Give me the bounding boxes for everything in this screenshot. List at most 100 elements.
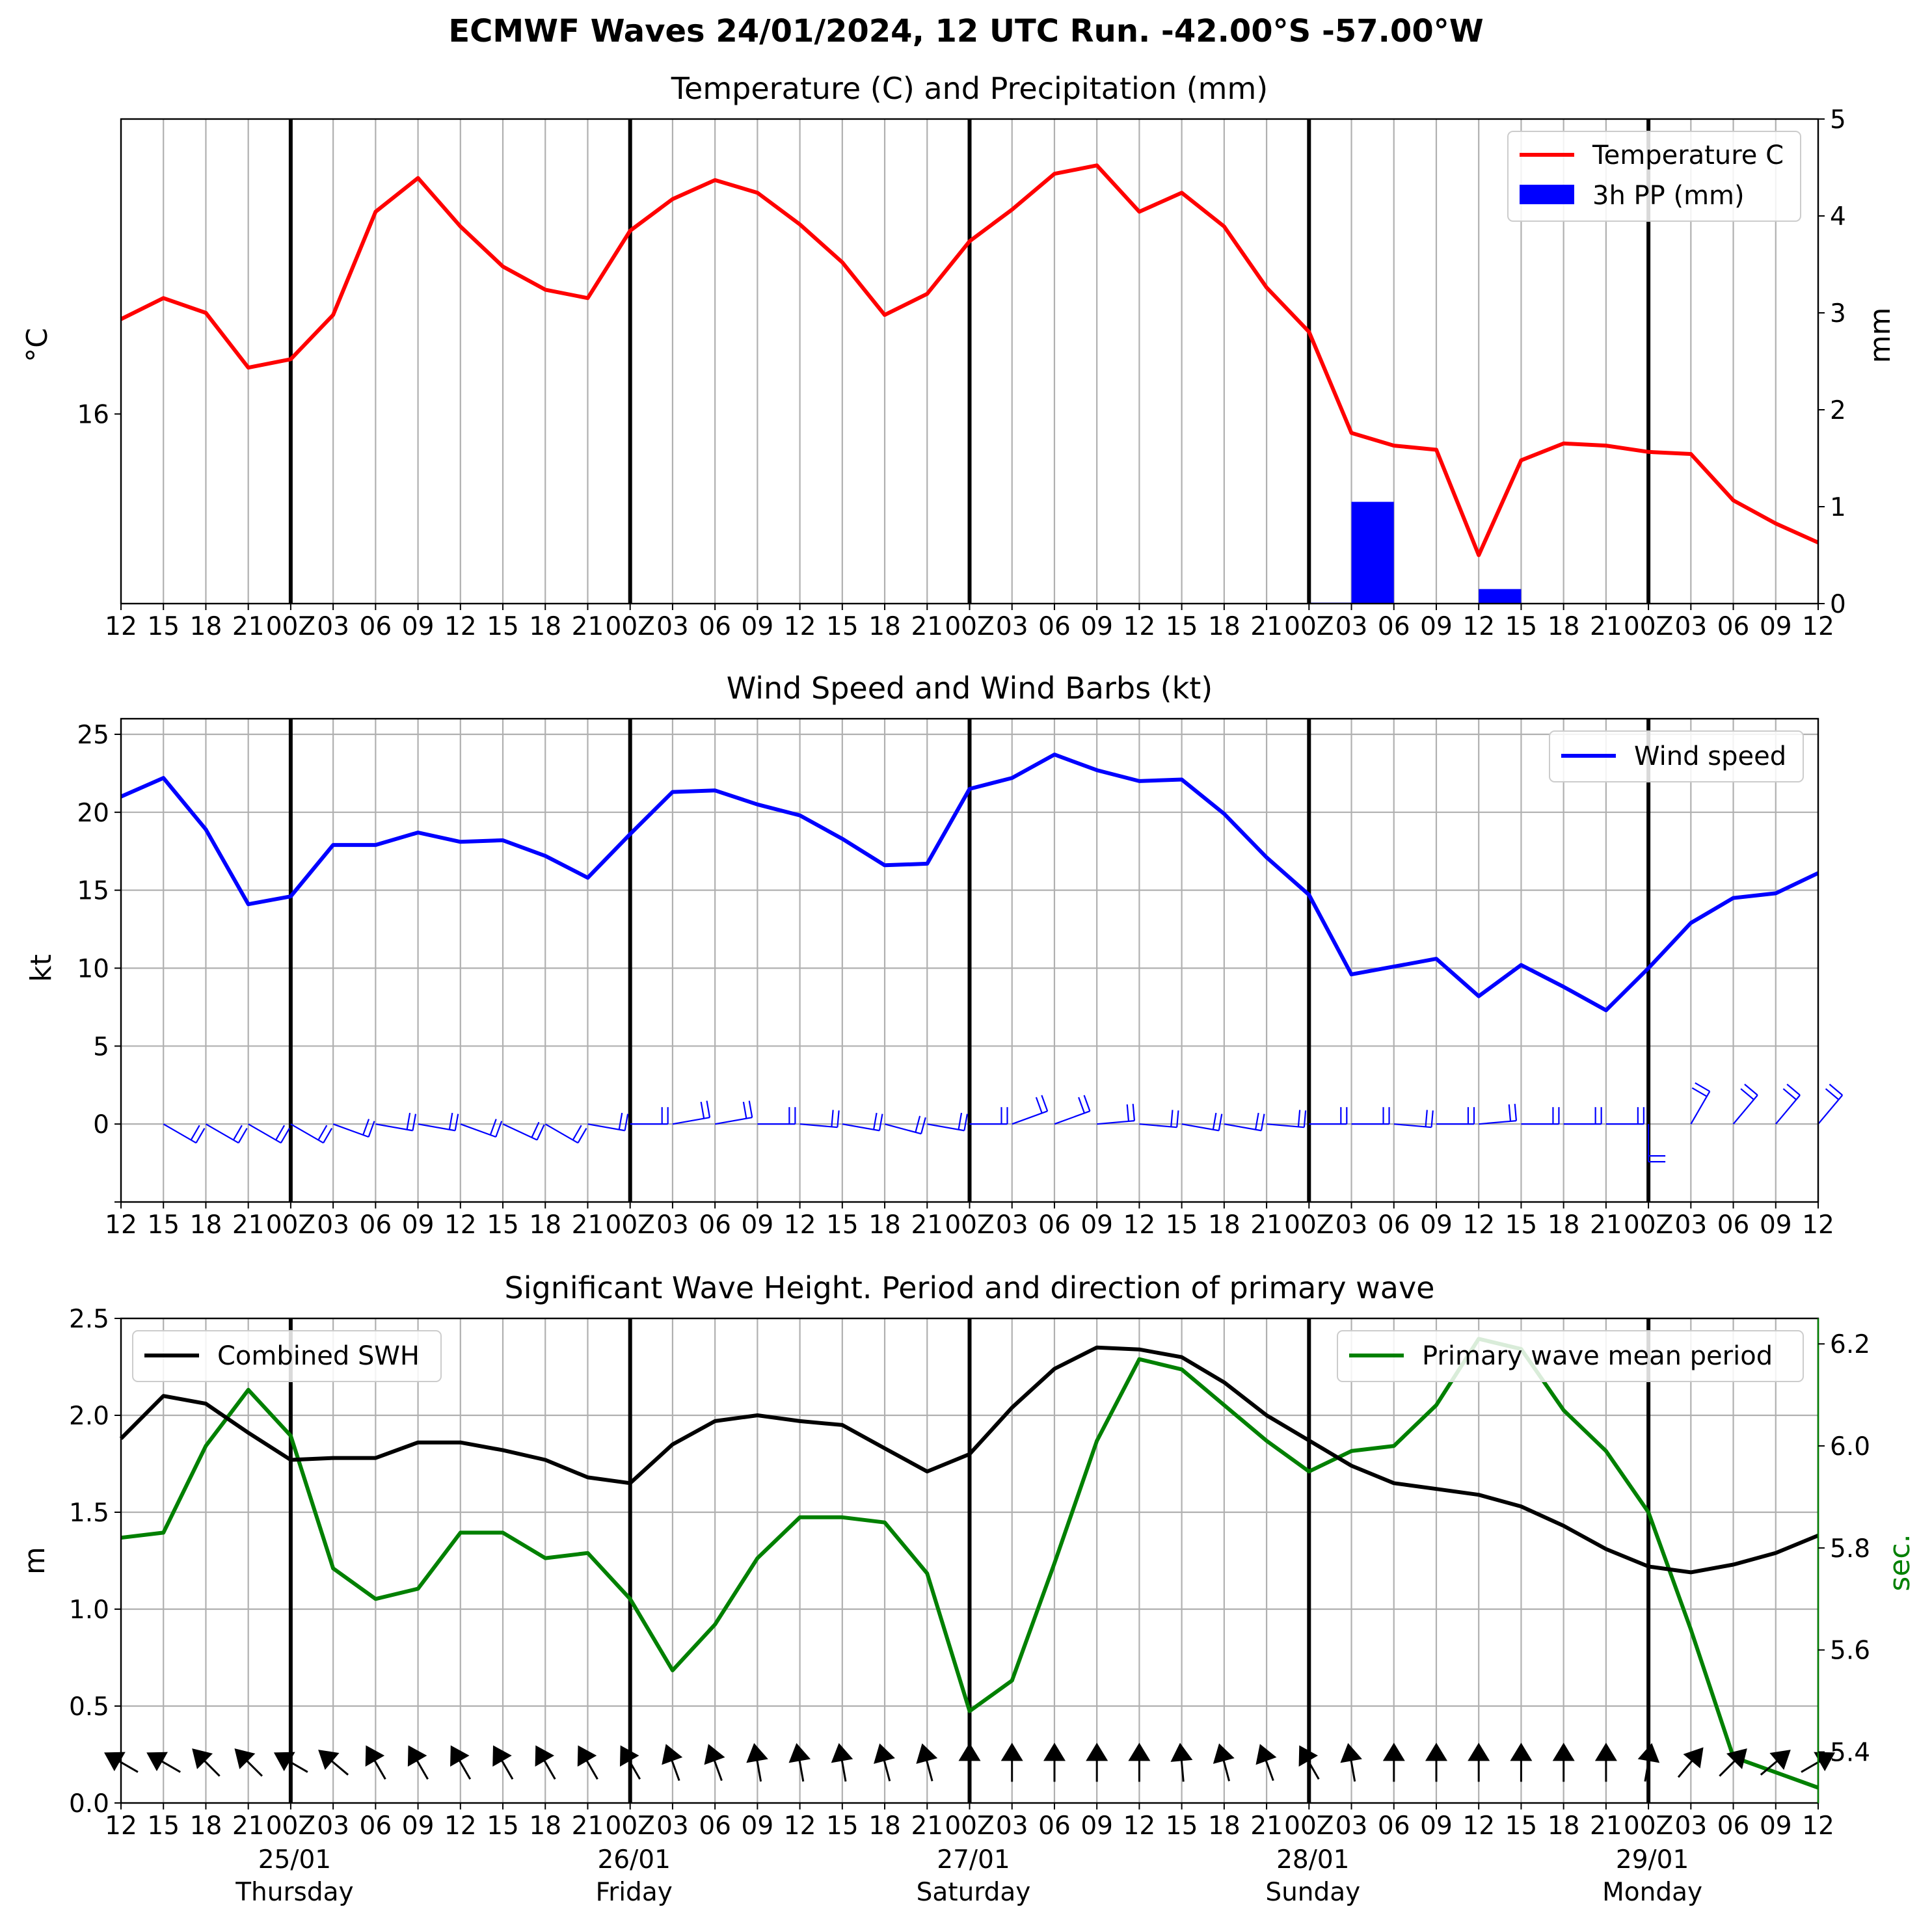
x-tick-label: 00Z: [606, 1210, 655, 1240]
arrow-head: [1510, 1742, 1533, 1761]
arrow-shaft: [286, 1759, 308, 1773]
x-tick-label: 15: [487, 1210, 519, 1240]
wind-barb-flag: [195, 1128, 206, 1143]
arrow-shaft: [1801, 1759, 1823, 1773]
x-tick-label: 00Z: [266, 612, 315, 641]
arrow-shaft: [158, 1759, 181, 1773]
arrow-head: [1086, 1742, 1108, 1761]
x-tick-label: 09: [1080, 1210, 1113, 1240]
arrow-head: [958, 1742, 981, 1761]
wind-barb: [418, 1112, 459, 1132]
x-tick-label: 12: [444, 1210, 477, 1240]
wind-barb-flag: [489, 1119, 497, 1136]
wind-barb-flag: [280, 1128, 290, 1143]
arrow-shaft: [457, 1757, 472, 1780]
legend-swatch-precip: [1520, 185, 1574, 204]
wind-barb-flag: [1829, 1084, 1843, 1096]
wind-barb-flag: [1035, 1097, 1043, 1114]
x-tick-label: 12: [105, 612, 137, 641]
panel-title: Wind Speed and Wind Barbs (kt): [727, 671, 1213, 706]
y2-tick-label: 2: [1830, 396, 1846, 425]
wave-direction-arrow: [104, 1752, 139, 1773]
wind-barb: [375, 1112, 417, 1132]
x-tick-label: 15: [1166, 1811, 1198, 1841]
x-tick-label: 15: [147, 1210, 180, 1240]
wind-barb-flag: [368, 1121, 375, 1138]
wind-barb: [1732, 1084, 1758, 1125]
x-tick-label: 00Z: [1624, 1811, 1673, 1841]
arrow-shaft: [116, 1759, 139, 1773]
y-tick-label: 10: [77, 954, 109, 983]
day-label: Saturday: [917, 1878, 1031, 1907]
x-tick-label: 00Z: [1624, 1210, 1673, 1240]
arrow-shaft: [1644, 1757, 1650, 1782]
wind-barb: [1393, 1110, 1434, 1128]
x-tick-label: 12: [105, 1210, 137, 1240]
x-tick-label: 18: [529, 1811, 561, 1841]
wind-barb-staff: [927, 1123, 965, 1132]
wind-barb-flag: [1255, 1112, 1259, 1130]
x-tick-label: 21: [232, 612, 265, 641]
wind-barb-flag: [1695, 1082, 1710, 1092]
wave-direction-arrow: [1382, 1742, 1405, 1782]
wind-barb-flag: [618, 1112, 623, 1130]
wind-barb: [587, 1112, 629, 1132]
wind-barb-staff: [884, 1123, 922, 1135]
arrow-shaft: [882, 1757, 891, 1782]
x-tick-label: 21: [232, 1811, 265, 1841]
y2-tick-label: 4: [1830, 202, 1846, 232]
wind-barb-flag: [495, 1121, 503, 1138]
arrow-head: [1170, 1742, 1193, 1762]
x-tick-label: 12: [1462, 612, 1495, 641]
wave-direction-arrow: [619, 1745, 641, 1780]
wind-barb-staff: [1224, 1123, 1262, 1132]
x-tick-label: 03: [656, 1210, 689, 1240]
x-tick-label: 18: [190, 1811, 222, 1841]
wind-barb: [799, 1110, 840, 1128]
x-tick-label: 15: [826, 1210, 859, 1240]
y-tick-label: 25: [77, 721, 109, 750]
y-axis-label: °C: [21, 328, 54, 362]
y-tick-label: 15: [77, 877, 109, 906]
wave-direction-arrow: [1552, 1742, 1575, 1782]
arrow-head: [1425, 1742, 1447, 1761]
wave-direction-arrow: [1128, 1742, 1151, 1782]
x-tick-label: 21: [572, 612, 604, 641]
wave-direction-arrow: [1170, 1742, 1193, 1782]
x-tick-label: 15: [147, 1811, 180, 1841]
x-tick-label: 18: [1548, 612, 1580, 641]
x-tick-label: 09: [742, 612, 774, 641]
x-tick-label: 00Z: [1624, 612, 1673, 641]
wind-barb-staff: [587, 1123, 625, 1132]
x-tick-label: 03: [996, 1210, 1028, 1240]
wave-direction-arrow: [1637, 1742, 1660, 1782]
wind-barb: [927, 1112, 968, 1132]
x-tick-label: 00Z: [1284, 1811, 1334, 1841]
wave-direction-arrow: [1510, 1742, 1533, 1782]
plot-border: [120, 717, 1819, 1203]
wind-barb-flag: [1176, 1110, 1179, 1128]
x-tick-label: 09: [402, 1210, 435, 1240]
x-tick-label: 12: [1123, 1811, 1156, 1841]
wind-barb: [757, 1107, 796, 1125]
x-tick-label: 00Z: [1284, 1210, 1334, 1240]
wind-barb-flag: [1303, 1110, 1307, 1128]
wind-barb-flag: [624, 1114, 629, 1131]
x-tick-label: 06: [1378, 1811, 1410, 1841]
wind-barb: [1648, 1124, 1666, 1163]
arrow-head: [788, 1742, 811, 1763]
wind-barb: [332, 1119, 375, 1138]
y-tick-label: 5: [93, 1032, 109, 1061]
x-tick-label: 06: [1038, 612, 1071, 641]
wind-barb-flag: [963, 1114, 968, 1131]
wind-barb: [1690, 1082, 1711, 1125]
arrow-shaft: [798, 1757, 805, 1782]
x-tick-label: 06: [360, 1811, 392, 1841]
x-tick-label: 06: [1378, 612, 1410, 641]
arrow-head: [1637, 1742, 1660, 1763]
y-tick-label: 2.5: [69, 1305, 109, 1334]
wave-direction-arrow: [1213, 1743, 1235, 1782]
arrow-shaft: [1306, 1757, 1320, 1780]
wind-barb: [1605, 1107, 1644, 1125]
arrow-head: [273, 1752, 295, 1772]
